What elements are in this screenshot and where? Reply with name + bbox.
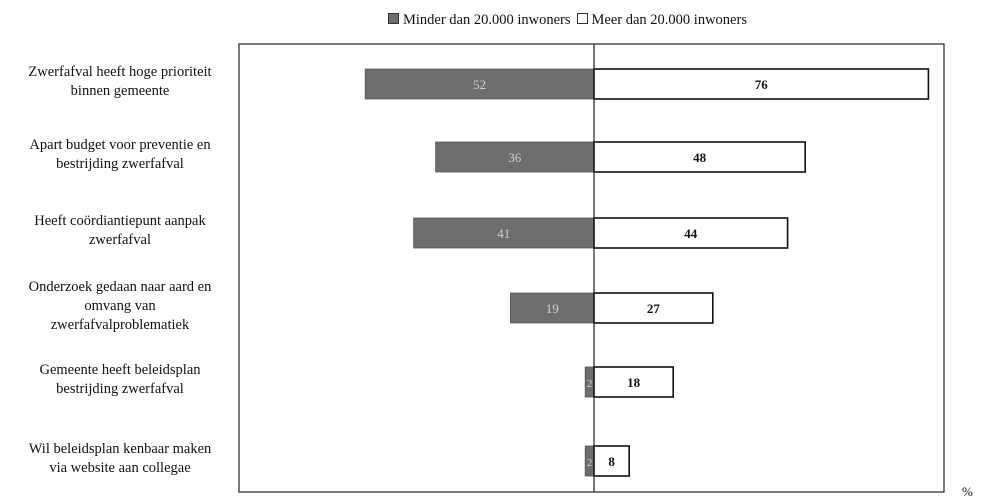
bar-label-meer-1: 48 [693, 150, 707, 165]
bar-meer-0 [593, 68, 930, 100]
bar-meer-1 [593, 141, 806, 173]
bar-label-minder-5: 2 [587, 457, 593, 469]
category-label-5: Wil beleidsplan kenbaar maken via websit… [28, 441, 212, 476]
legend-item-series-1: Minder dan 20.000 inwoners [388, 12, 571, 29]
category-label-4: Gemeente heeft beleidsplan bestrijding z… [39, 362, 201, 397]
bar-minder-1 [435, 141, 595, 173]
legend-label-series-1: Minder dan 20.000 inwoners [403, 12, 571, 28]
bar-label-minder-2: 41 [497, 226, 510, 241]
legend-label-series-2: Meer dan 20.000 inwoners [591, 12, 747, 28]
bar-label-meer-3: 27 [647, 301, 661, 316]
bar-label-minder-1: 36 [508, 150, 522, 165]
bar-label-meer-2: 44 [684, 226, 698, 241]
legend-swatch-series-2 [576, 13, 588, 24]
bar-label-meer-5: 8 [608, 454, 615, 469]
bar-meer-3 [593, 292, 714, 324]
bar-meer-4 [593, 366, 674, 398]
category-label-1: Apart budget voor preventie en bestrijdi… [29, 137, 211, 172]
legend-item-series-2: Meer dan 20.000 inwoners [576, 12, 747, 29]
bar-label-minder-0: 52 [473, 77, 486, 92]
legend: Minder dan 20.000 inwoners Meer dan 20.0… [388, 12, 753, 29]
category-label-3: Onderzoek gedaan naar aard en omvang van… [28, 278, 212, 333]
bars-group: 52 76 36 48 41 44 19 27 2 18 2 8 [364, 68, 930, 477]
unit-label: % [962, 484, 973, 499]
bar-label-meer-4: 18 [627, 375, 641, 390]
bar-label-minder-3: 19 [546, 301, 559, 316]
bar-minder-0 [364, 68, 595, 100]
bar-label-meer-0: 76 [755, 77, 769, 92]
category-label-0: Zwerfafval heeft hoge prioriteit binnen … [28, 64, 212, 99]
legend-swatch-series-1 [388, 13, 399, 24]
plot-frame [238, 43, 945, 493]
bar-label-minder-4: 2 [587, 378, 593, 390]
bar-meer-5 [593, 445, 631, 477]
category-label-2: Heeft coördiantiepunt aanpak zwerfafval [34, 213, 206, 248]
bar-meer-2 [593, 217, 789, 249]
